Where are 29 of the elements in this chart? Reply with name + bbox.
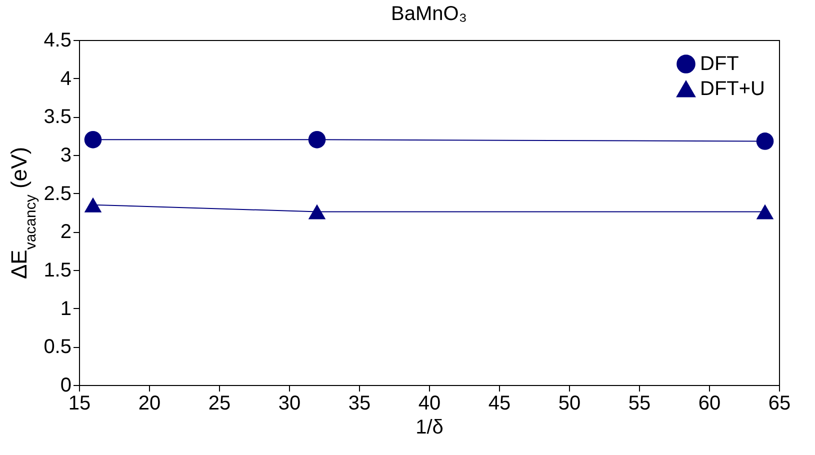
y-tick-label: 3.5: [44, 106, 72, 128]
chart-title: BaMnO₃: [391, 3, 467, 25]
x-tick-label: 55: [628, 392, 651, 414]
x-tick-label: 40: [418, 392, 441, 414]
x-tick-label: 60: [698, 392, 721, 414]
point: [308, 204, 326, 220]
point: [84, 131, 102, 148]
legend-label: DFT: [700, 53, 739, 75]
y-tick-label: 1: [60, 298, 72, 320]
x-tick-label: 65: [768, 392, 791, 414]
y-tick-label: 3: [60, 144, 72, 166]
x-axis-title: 1/δ: [416, 416, 444, 438]
y-tick-label: 1.5: [44, 260, 72, 282]
x-tick-label: 30: [278, 392, 301, 414]
x-tick-label: 25: [208, 392, 231, 414]
y-tick-label: 0.5: [44, 336, 72, 358]
point: [756, 132, 774, 150]
x-tick-label: 35: [348, 392, 371, 414]
point: [84, 197, 102, 212]
y-tick-label: 4.5: [44, 30, 72, 52]
x-tick-label: 50: [558, 392, 581, 414]
point: [308, 131, 326, 148]
x-tick-label: 45: [488, 392, 511, 414]
x-tick-label: 20: [138, 392, 161, 414]
legend-label: DFT+U: [700, 78, 765, 100]
y-tick-label: 2.5: [44, 182, 72, 205]
y-tick-label: 4: [60, 68, 72, 90]
point: [756, 204, 774, 220]
y-tick-label: 2: [60, 221, 72, 244]
